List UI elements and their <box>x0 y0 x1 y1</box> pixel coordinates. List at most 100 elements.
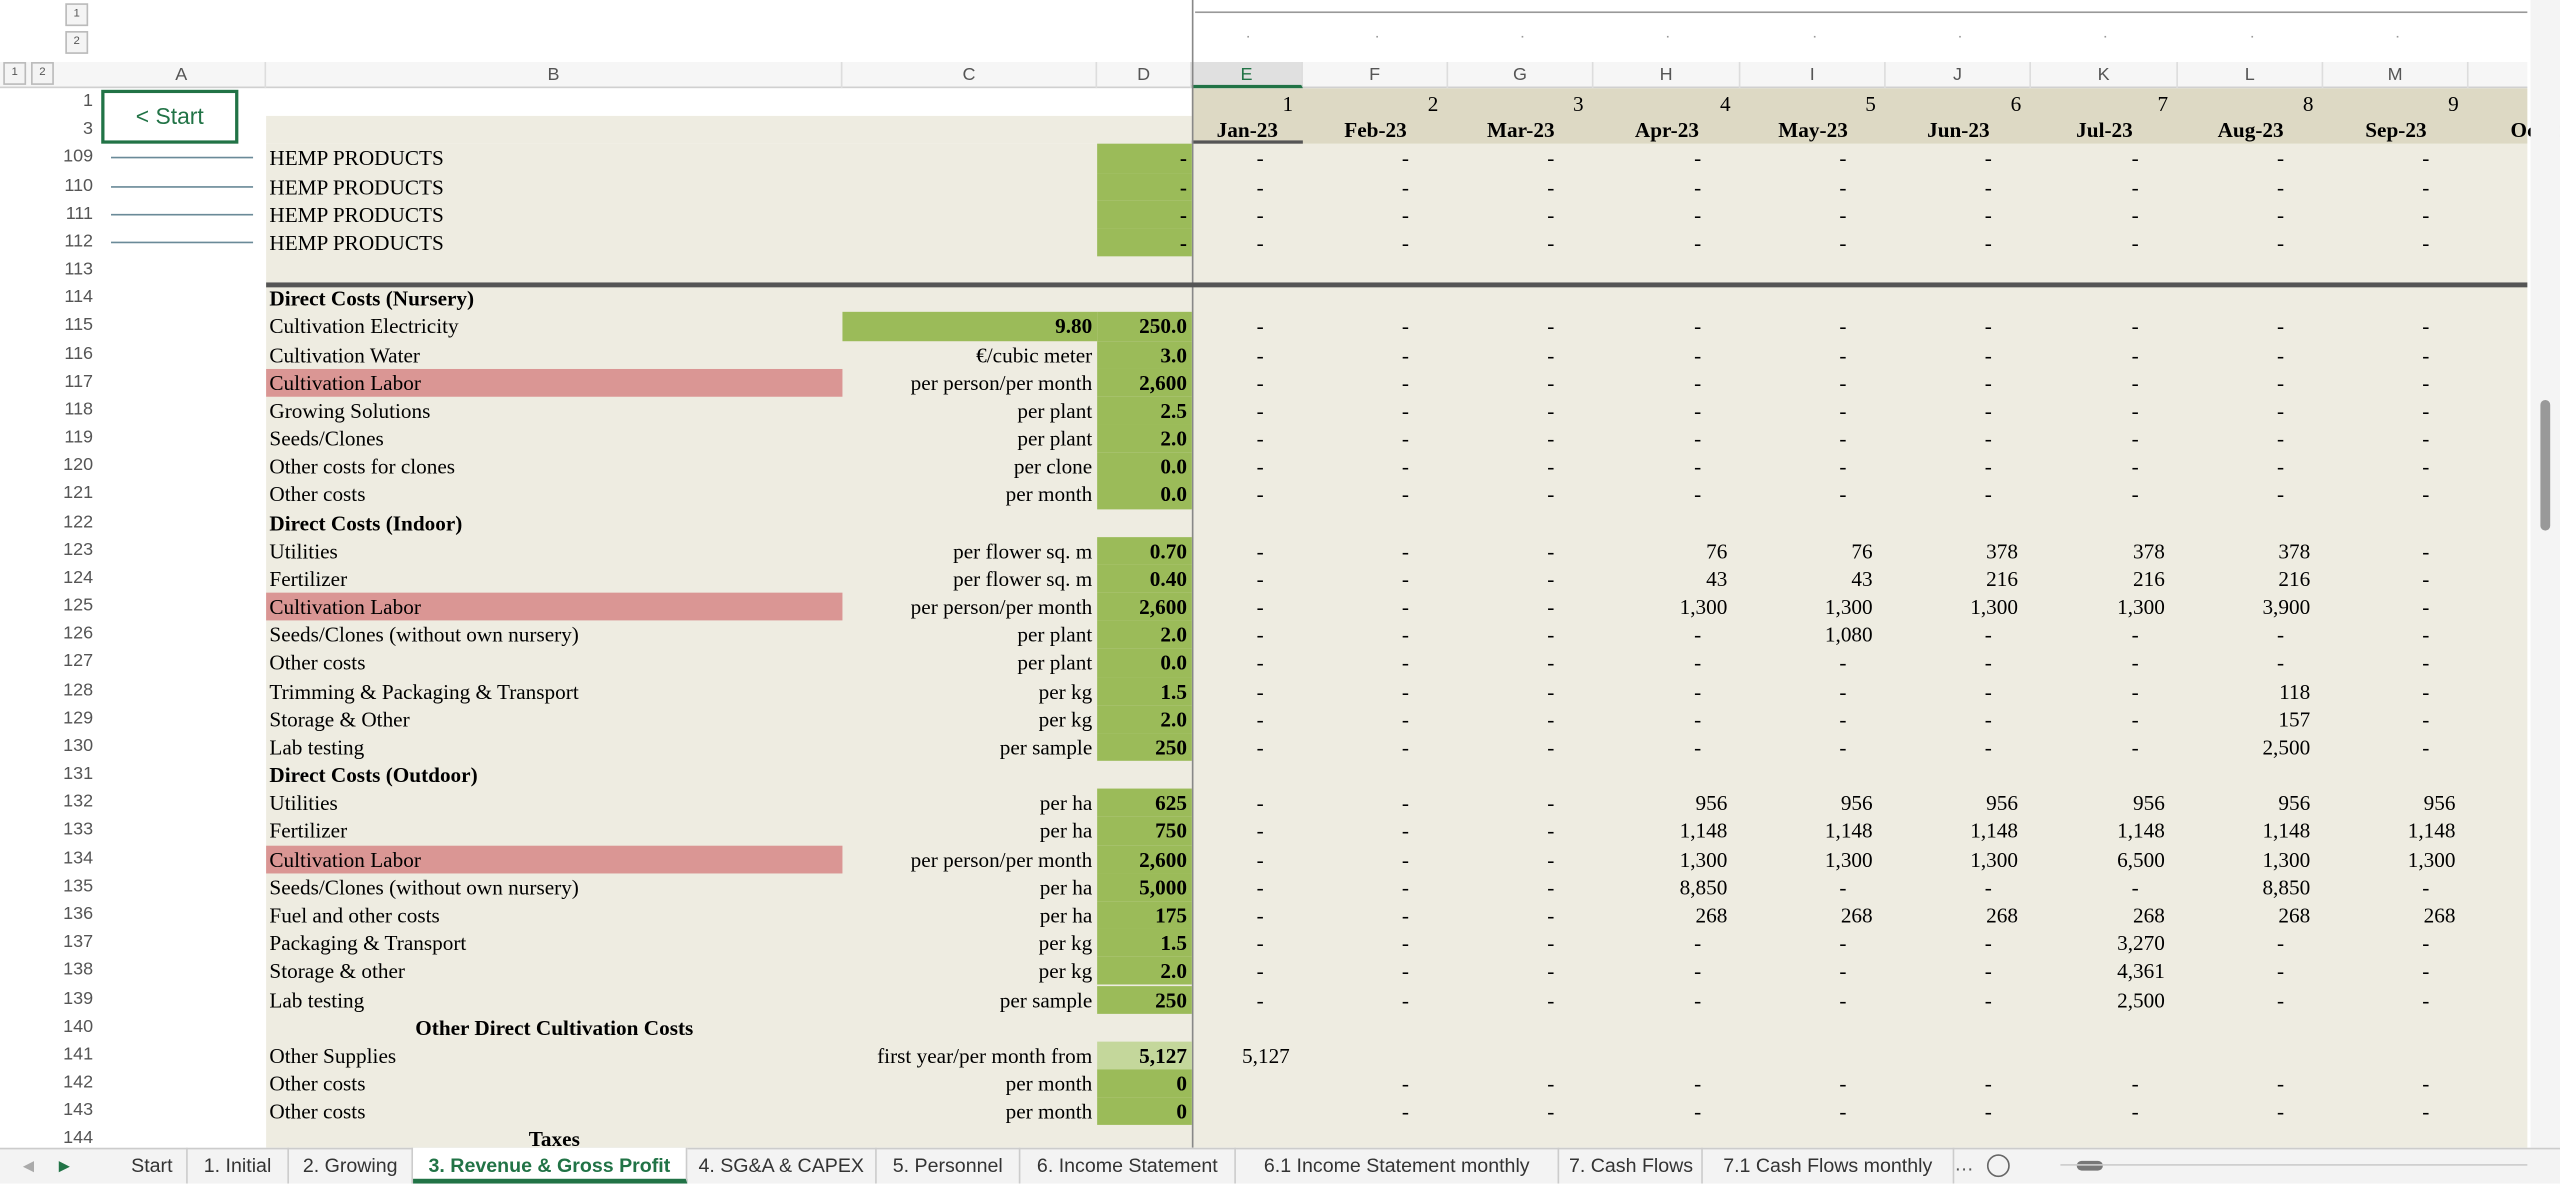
sheet-tab[interactable]: 3. Revenue & Gross Profit <box>413 1147 688 1184</box>
value-cell: - <box>1694 342 1702 367</box>
input-cell[interactable]: - <box>1097 228 1192 257</box>
value-cell: - <box>2131 706 2139 732</box>
value-cell: 6,500 <box>2117 846 2165 872</box>
outline-button[interactable]: 2 <box>31 62 54 85</box>
sheet-tab[interactable]: 5. Personnel <box>877 1147 1021 1184</box>
month-header: Sep-23 <box>2365 117 2427 143</box>
input-cell[interactable]: 1.5 <box>1097 929 1192 958</box>
sheet-tab[interactable]: 6. Income Statement <box>1020 1147 1236 1184</box>
input-cell[interactable]: 3.0 <box>1097 340 1192 369</box>
value-cell: 76 <box>1851 538 1873 563</box>
value-cell: - <box>2131 678 2139 704</box>
row-label: Cultivation Water <box>269 342 420 367</box>
value-cell: 956 <box>1695 790 1728 816</box>
start-button[interactable]: < Start <box>101 89 239 144</box>
row-label: HEMP PRODUCTS <box>269 173 444 199</box>
input-cell[interactable]: - <box>1097 144 1192 173</box>
value-cell: - <box>1547 398 1555 423</box>
value-cell: - <box>2422 538 2430 563</box>
scroll-thumb[interactable] <box>2540 399 2551 531</box>
sheet-tab[interactable]: 7. Cash Flows <box>1559 1147 1703 1184</box>
input-cell[interactable]: 0 <box>1097 1069 1192 1098</box>
outline-line <box>111 185 254 188</box>
row-number: 115 <box>64 315 94 336</box>
sheet-tab[interactable]: 6.1 Income Statement monthly <box>1236 1147 1560 1184</box>
outline-button[interactable]: 2 <box>65 31 89 54</box>
value-cell: - <box>1694 482 1702 507</box>
input-cell[interactable]: 175 <box>1097 901 1192 930</box>
value-cell: - <box>1984 1099 1992 1124</box>
input-cell[interactable]: 2,600 <box>1097 845 1192 874</box>
value-cell: - <box>2131 650 2139 676</box>
column-header: M <box>2323 62 2469 89</box>
value-cell: 1,300 <box>1970 846 2018 872</box>
row-number: 125 <box>63 596 94 616</box>
input-cell[interactable]: 5,000 <box>1097 873 1192 902</box>
outline-dot <box>1247 35 1249 38</box>
value-cell: - <box>1839 173 1847 199</box>
value-cell: - <box>1401 342 1409 367</box>
input-cell[interactable]: 2.0 <box>1097 620 1192 649</box>
value-cell: - <box>1256 538 1264 563</box>
input-cell[interactable]: 250.0 <box>1097 312 1192 341</box>
value-cell: - <box>1401 145 1409 171</box>
value-cell: - <box>2422 678 2430 704</box>
input-cell[interactable]: 0.0 <box>1097 648 1192 677</box>
input-cell[interactable]: 0.70 <box>1097 536 1192 565</box>
sheet-tab[interactable]: 2. Growing <box>289 1147 414 1184</box>
row-label: Other costs <box>269 482 366 507</box>
tab-more[interactable]: … <box>1954 1152 1974 1176</box>
value-cell: - <box>2131 454 2139 479</box>
value-cell: - <box>2422 706 2430 732</box>
input-cell[interactable]: 2,600 <box>1097 368 1192 397</box>
tab-nav[interactable]: ▶ <box>58 1157 71 1174</box>
input-cell[interactable]: 0.40 <box>1097 564 1192 593</box>
input-cell[interactable]: 250 <box>1097 985 1192 1014</box>
input-cell[interactable]: 0.0 <box>1097 452 1192 481</box>
value-cell: - <box>2131 1071 2139 1096</box>
input-cell[interactable]: 2.0 <box>1097 704 1192 733</box>
value-cell: - <box>1694 678 1702 704</box>
unit: per month <box>1005 1099 1093 1124</box>
h-scroll-thumb[interactable] <box>2076 1160 2103 1171</box>
input-cell[interactable]: 750 <box>1097 817 1192 846</box>
value-cell: - <box>1839 650 1847 676</box>
input-cell[interactable]: 2,600 <box>1097 592 1192 621</box>
tab-nav[interactable]: ◀ <box>22 1157 35 1174</box>
value-cell: - <box>2131 145 2139 171</box>
unit: per ha <box>1039 874 1093 900</box>
input-cell[interactable]: 0 <box>1097 1097 1192 1126</box>
sheet-tab[interactable]: 7.1 Cash Flows monthly <box>1703 1147 1955 1184</box>
value-cell: 1,148 <box>2407 818 2456 844</box>
add-sheet[interactable] <box>1986 1154 2010 1178</box>
column-header: J <box>1886 62 2032 89</box>
section-rule <box>266 282 2528 288</box>
row-number: 121 <box>63 483 94 504</box>
input-cell[interactable]: 2.5 <box>1097 396 1192 425</box>
input-cell[interactable]: - <box>1097 172 1192 201</box>
unit: per person/per month <box>910 370 1093 395</box>
row-number: 136 <box>63 904 94 925</box>
value-cell: - <box>1694 145 1702 171</box>
input-cell[interactable]: 0.0 <box>1097 480 1192 509</box>
outline-button[interactable]: 1 <box>65 3 89 27</box>
value-cell: - <box>2276 314 2285 339</box>
value-cell: 1,300 <box>2262 846 2311 872</box>
sheet-tab[interactable]: 4. SG&A & CAPEX <box>687 1147 877 1184</box>
value-cell: - <box>1401 398 1409 423</box>
input-cell[interactable]: 1.5 <box>1097 676 1192 705</box>
sheet-tab[interactable]: Start <box>118 1147 188 1184</box>
outline-button[interactable]: 1 <box>3 62 27 85</box>
value-cell: - <box>2276 145 2285 171</box>
sheet-tab[interactable]: 1. Initial <box>188 1147 289 1184</box>
value-cell: - <box>1401 986 1409 1012</box>
input-cell[interactable]: 250 <box>1097 733 1192 762</box>
input-cell[interactable]: - <box>1097 200 1192 229</box>
input-cell[interactable]: 2.0 <box>1097 424 1192 453</box>
input-cell[interactable]: 5,127 <box>1097 1041 1192 1070</box>
value-cell: - <box>1256 202 1264 227</box>
input-cell[interactable]: 625 <box>1097 789 1192 818</box>
value-cell: - <box>2131 874 2139 900</box>
input-cell[interactable]: 2.0 <box>1097 957 1192 986</box>
value-cell: - <box>1984 706 1992 732</box>
